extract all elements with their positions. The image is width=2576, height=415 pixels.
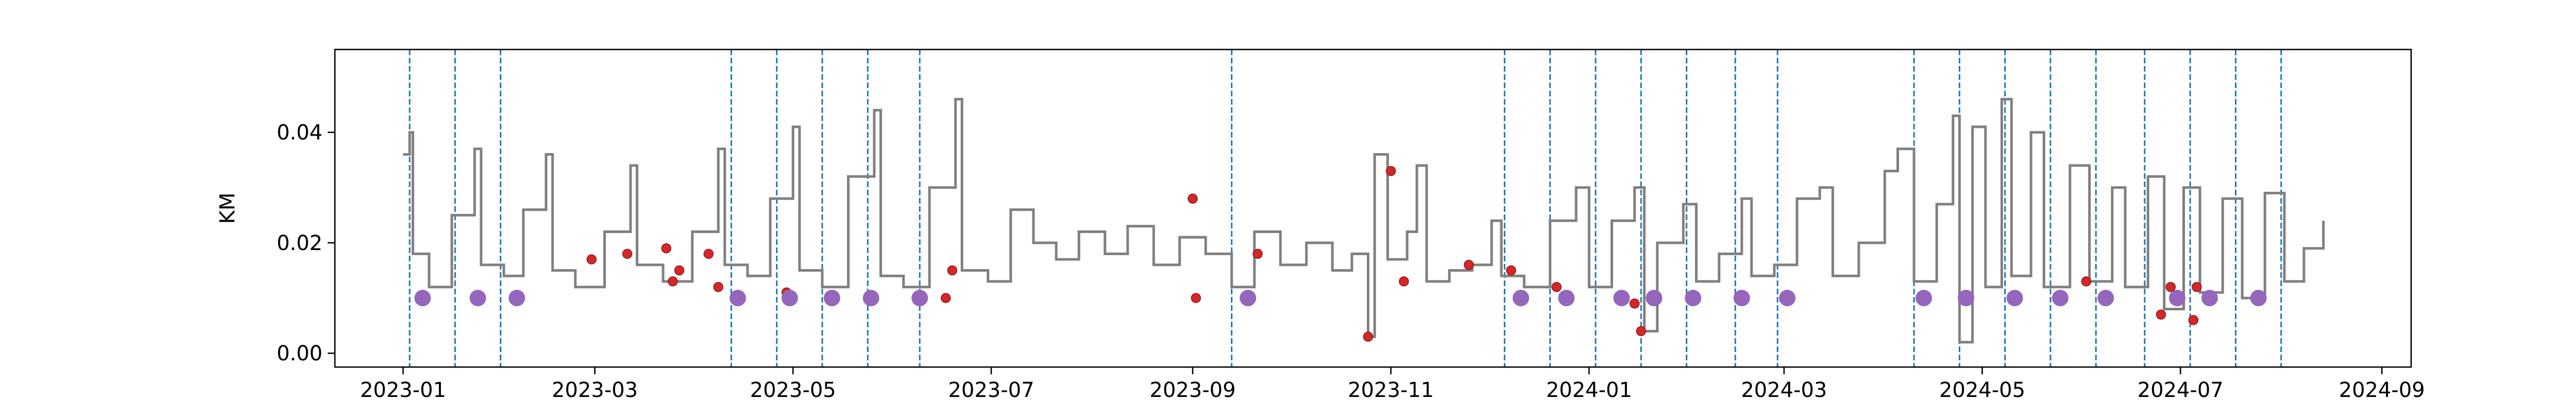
purple-point: [862, 290, 879, 307]
purple-point: [911, 290, 928, 307]
purple-point: [1733, 290, 1750, 307]
red-point: [1363, 331, 1374, 342]
red-point: [1191, 293, 1201, 303]
x-tick-label: 2023-07: [948, 378, 1034, 402]
purple-point: [1916, 290, 1932, 307]
red-point: [1464, 260, 1474, 270]
x-tick-label: 2024-09: [2339, 378, 2425, 402]
purple-point: [1779, 290, 1796, 307]
red-point: [661, 243, 672, 254]
purple-point: [2201, 290, 2218, 307]
y-axis-label: KM: [216, 193, 240, 224]
plot-frame: [334, 48, 2412, 368]
purple-point: [1613, 290, 1630, 307]
red-point: [947, 265, 958, 276]
y-tick-label: 0.02: [277, 231, 323, 255]
purple-point: [2250, 290, 2267, 307]
red-point: [1399, 276, 1409, 287]
purple-point: [1240, 290, 1257, 307]
red-point: [703, 248, 714, 259]
x-tick-label: 2023-01: [360, 378, 446, 402]
red-point: [1252, 248, 1263, 259]
purple-point: [1513, 290, 1529, 307]
series-layer: [403, 97, 2325, 344]
plot-background: [335, 49, 2411, 367]
red-point: [1506, 265, 1516, 276]
red-point: [940, 293, 951, 303]
red-point: [1188, 193, 1198, 204]
x-tick-label: 2024-05: [1939, 378, 2025, 402]
y-tick-label: 0.04: [277, 121, 323, 145]
x-axis: 2023-01 2023-03 2023-05 2023-07 2023-09 2023-…: [360, 367, 2425, 402]
x-tick-label: 2024-01: [1546, 378, 1632, 402]
purple-point: [781, 290, 798, 307]
x-tick-label: 2023-03: [552, 378, 638, 402]
red-point: [713, 281, 723, 292]
purple-point: [509, 290, 526, 307]
purple-point: [1958, 290, 1974, 307]
y-tick-label: 0.00: [277, 342, 323, 366]
x-tick-label: 2024-03: [1741, 378, 1827, 402]
red-point-markers: [586, 165, 2202, 342]
x-tick-label: 2023-11: [1348, 378, 1434, 402]
purple-point: [1558, 290, 1575, 307]
red-point: [1629, 298, 1640, 309]
purple-point: [2097, 290, 2114, 307]
purple-point: [469, 290, 486, 307]
purple-point: [2006, 290, 2023, 307]
y-axis: 0.00 0.02 0.04: [277, 121, 335, 366]
red-point: [2081, 276, 2092, 287]
x-tick-label: 2023-09: [1149, 378, 1235, 402]
purple-point: [1646, 290, 1663, 307]
red-point: [668, 276, 678, 287]
red-point: [2192, 281, 2202, 292]
purple-point: [2052, 290, 2069, 307]
red-point: [1385, 165, 1396, 176]
x-tick-label: 2023-05: [750, 378, 836, 402]
red-point: [2156, 309, 2166, 320]
red-point: [2188, 315, 2199, 325]
purple-point: [1685, 290, 1702, 307]
purple-point: [414, 290, 431, 307]
red-point: [674, 265, 685, 276]
red-point: [586, 254, 597, 264]
km-series-line: [403, 97, 2325, 344]
purple-point-markers: [414, 290, 2267, 307]
red-point: [2165, 281, 2176, 292]
purple-point: [823, 290, 840, 307]
purple-point: [730, 290, 746, 307]
purple-point: [2168, 290, 2185, 307]
red-point: [1636, 326, 1647, 337]
red-point: [622, 248, 633, 259]
x-tick-label: 2024-07: [2138, 378, 2224, 402]
red-point: [1551, 281, 1562, 292]
